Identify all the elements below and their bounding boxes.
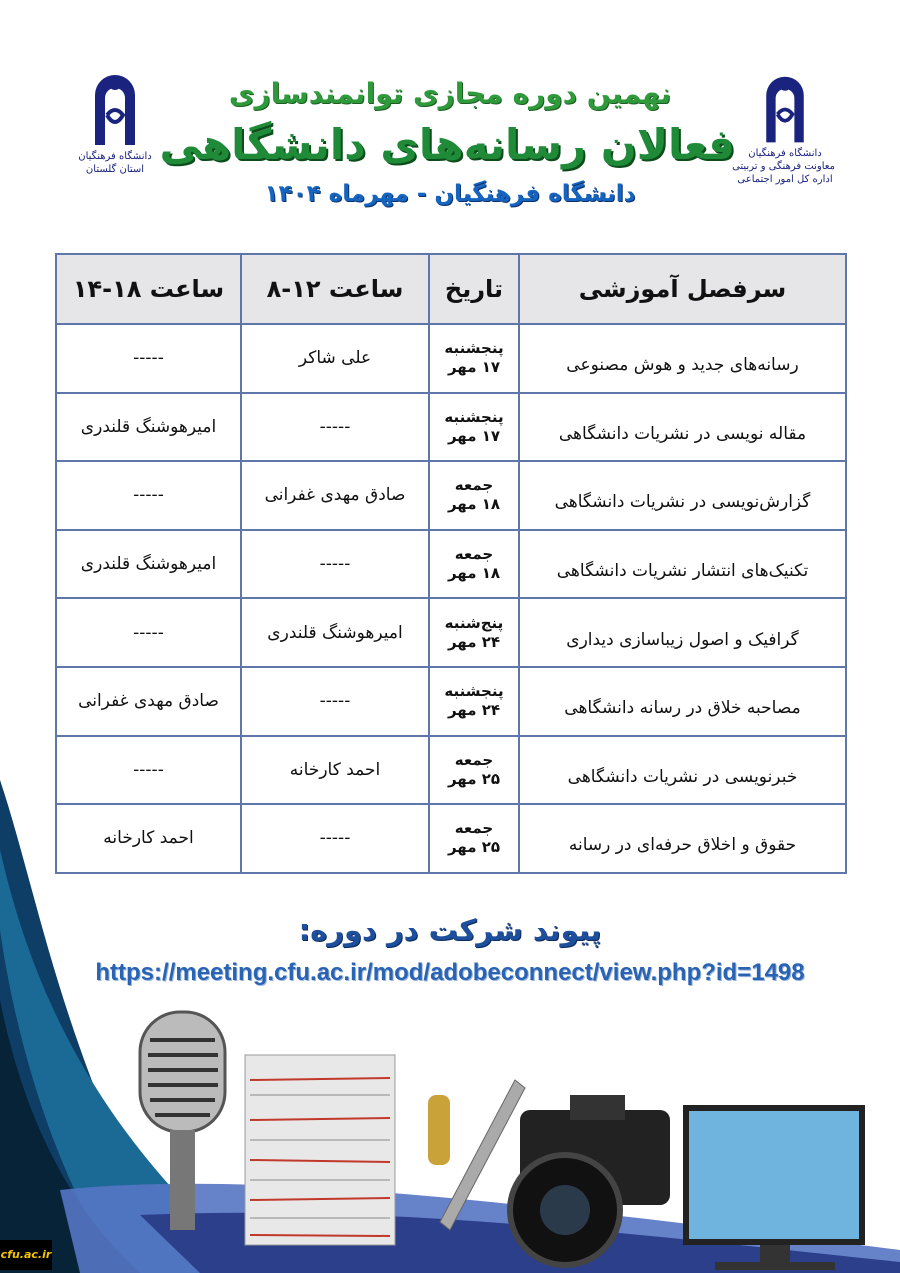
table-row: گرافیک و اصول زیباسازی دیداری پنج‌شنبه ۲۴… [55, 597, 847, 668]
table-row: خبرنویسی در نشریات دانشگاهی جمعه ۲۵ مهر ا… [55, 734, 847, 806]
day-text: پنجشنبه [444, 682, 504, 701]
date-text: ۱۸ مهر [447, 564, 501, 583]
date-cell: جمعه ۱۸ مهر [428, 460, 520, 531]
date-text: ۲۴ مهر [447, 632, 501, 651]
microphone-icon [138, 1010, 227, 1230]
morning-instructor-cell: صادق مهدی غفرانی [240, 460, 430, 531]
date-cell: پنجشنبه ۱۷ مهر [428, 391, 520, 463]
topic-cell: رسانه‌های جدید و هوش مصنوعی [518, 323, 847, 394]
logo-text: اداره کل امور اجتماعی [737, 174, 833, 185]
day-text: جمعه [454, 476, 494, 495]
logo-text: معاونت فرهنگی و تربیتی [732, 161, 835, 172]
morning-instructor-cell: امیرهوشنگ قلندری [240, 597, 430, 668]
date-text: ۲۵ مهر [447, 769, 501, 788]
watermark-logo: cfu.ac.ir [0, 1240, 52, 1270]
date-cell: جمعه ۲۵ مهر [428, 734, 520, 806]
topic-cell: گزارش‌نویسی در نشریات دانشگاهی [518, 460, 847, 531]
title-line-1: نهمین دوره مجازی توانمندسازی [228, 77, 672, 110]
topic-cell: خبرنویسی در نشریات دانشگاهی [518, 734, 847, 806]
day-text: پنجشنبه [444, 407, 504, 426]
date-text: ۱۷ مهر [447, 358, 501, 377]
logo-text: دانشگاه فرهنگیان [748, 148, 822, 159]
table-row: تکنیک‌های انتشار نشریات دانشگاهی جمعه ۱۸ … [55, 528, 847, 600]
morning-instructor-cell: علی شاکر [240, 323, 430, 394]
day-text: جمعه [454, 819, 494, 838]
camera-icon [507, 1095, 670, 1268]
media-illustration [138, 1010, 865, 1270]
table-row: رسانه‌های جدید و هوش مصنوعی پنجشنبه ۱۷ مه… [55, 323, 847, 394]
morning-instructor-cell: ----- [240, 528, 430, 600]
cfu-emblem-icon [95, 75, 135, 145]
afternoon-instructor-cell: ----- [55, 597, 242, 668]
header-slot-morning: ساعت ۱۲-۸ [240, 253, 430, 325]
date-text: ۲۵ مهر [447, 838, 501, 857]
afternoon-instructor-cell: امیرهوشنگ قلندری [55, 528, 242, 600]
date-text: ۱۷ مهر [447, 426, 501, 445]
header-date: تاریخ [428, 253, 520, 325]
logo-text: استان گلستان [85, 164, 145, 175]
monitor-icon [683, 1105, 865, 1270]
topic-cell: تکنیک‌های انتشار نشریات دانشگاهی [518, 528, 847, 600]
topic-cell: گرافیک و اصول زیباسازی دیداری [518, 597, 847, 668]
newspaper-stack-icon [244, 1054, 396, 1246]
cfu-emblem-icon [766, 76, 804, 143]
afternoon-instructor-cell: احمد کارخانه [55, 803, 242, 874]
date-cell: جمعه ۱۸ مهر [428, 528, 520, 600]
logo-text: دانشگاه فرهنگیان [78, 151, 152, 162]
date-text: ۲۴ مهر [447, 701, 501, 720]
table-row: گزارش‌نویسی در نشریات دانشگاهی جمعه ۱۸ مه… [55, 460, 847, 531]
day-text: پنج‌شنبه [444, 613, 504, 632]
topic-cell: حقوق و اخلاق حرفه‌ای در رسانه [518, 803, 847, 874]
table-row: حقوق و اخلاق حرفه‌ای در رسانه جمعه ۲۵ مهر… [55, 803, 847, 874]
university-logo-right: دانشگاه فرهنگیان معاونت فرهنگی و تربیتی … [732, 72, 835, 186]
morning-instructor-cell: ----- [240, 803, 430, 874]
header-topic: سرفصل آموزشی [518, 253, 847, 325]
date-text: ۱۸ مهر [447, 495, 501, 514]
day-text: پنجشنبه [444, 339, 504, 358]
date-cell: پنجشنبه ۱۷ مهر [428, 323, 520, 394]
pen-icon [428, 1079, 526, 1231]
topic-cell: مصاحبه خلاق در رسانه دانشگاهی [518, 665, 847, 737]
topic-cell: مقاله نویسی در نشریات دانشگاهی [518, 391, 847, 463]
date-cell: پنجشنبه ۲۴ مهر [428, 665, 520, 737]
table-header-row: سرفصل آموزشی تاریخ ساعت ۱۲-۸ ساعت ۱۸-۱۴ [55, 253, 847, 325]
afternoon-instructor-cell: ----- [55, 460, 242, 531]
morning-instructor-cell: ----- [240, 665, 430, 737]
morning-instructor-cell: ----- [240, 391, 430, 463]
afternoon-instructor-cell: امیرهوشنگ قلندری [55, 391, 242, 463]
header-slot-afternoon: ساعت ۱۸-۱۴ [55, 253, 242, 325]
date-cell: جمعه ۲۵ مهر [428, 803, 520, 874]
morning-instructor-cell: احمد کارخانه [240, 734, 430, 806]
afternoon-instructor-cell: ----- [55, 323, 242, 394]
day-text: جمعه [454, 750, 494, 769]
day-text: جمعه [454, 545, 494, 564]
schedule-table: سرفصل آموزشی تاریخ ساعت ۱۲-۸ ساعت ۱۸-۱۴ … [55, 253, 847, 874]
university-logo-left: دانشگاه فرهنگیان استان گلستان [70, 70, 160, 176]
afternoon-instructor-cell: صادق مهدی غفرانی [55, 665, 242, 737]
course-link[interactable]: https://meeting.cfu.ac.ir/mod/adobeconne… [95, 959, 805, 986]
afternoon-instructor-cell: ----- [55, 734, 242, 806]
link-heading: پیوند شرکت در دوره: [298, 913, 602, 947]
page-title: فعالان رسانه‌های دانشگاهی [159, 120, 736, 169]
date-cell: پنج‌شنبه ۲۴ مهر [428, 597, 520, 668]
table-row: مصاحبه خلاق در رسانه دانشگاهی پنجشنبه ۲۴ … [55, 665, 847, 737]
table-row: مقاله نویسی در نشریات دانشگاهی پنجشنبه ۱۷… [55, 391, 847, 463]
subtitle: دانشگاه فرهنگیان - مهرماه ۱۴۰۴ [264, 181, 636, 207]
